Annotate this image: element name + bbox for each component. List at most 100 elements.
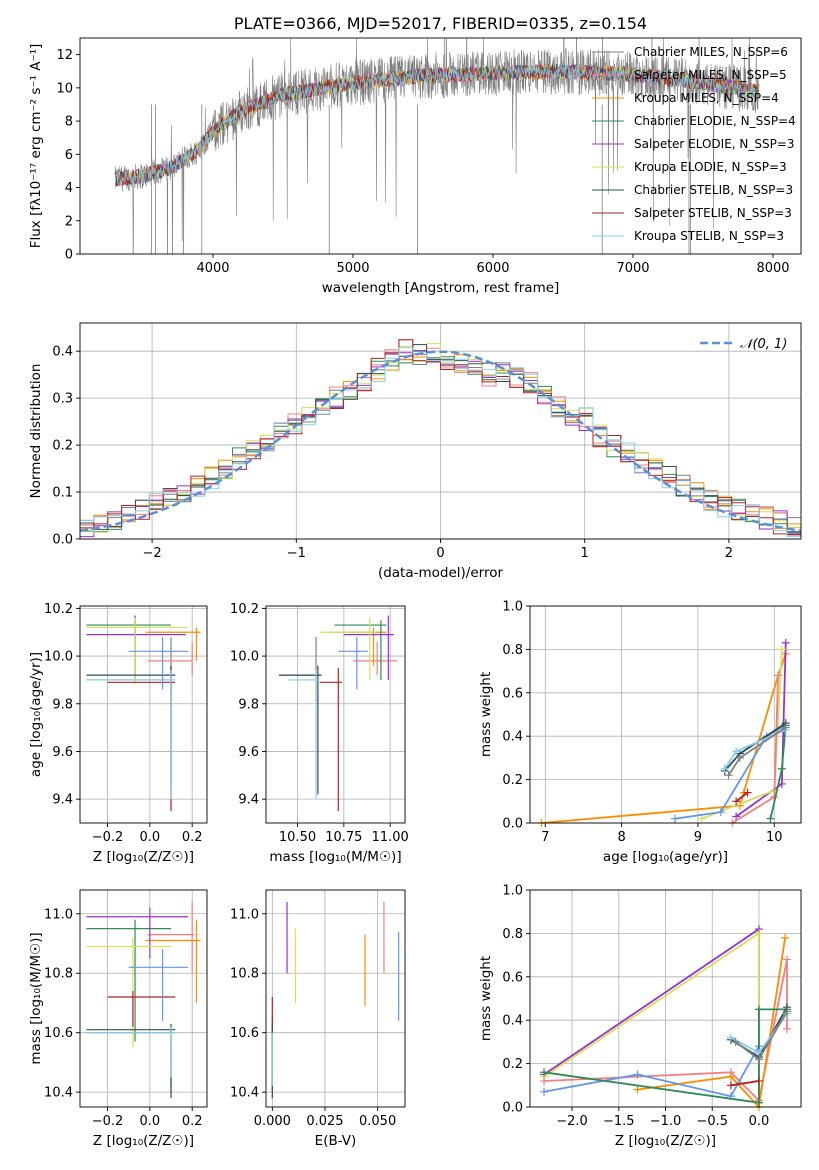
y-axis-label: mass weight <box>478 956 494 1041</box>
x-tick-label: 0 <box>436 546 444 561</box>
y-tick-label: 10.8 <box>44 967 73 982</box>
mass-weight-point <box>720 764 729 773</box>
x-tick-label: −0.2 <box>92 830 124 845</box>
y-tick-label: 9.8 <box>52 697 73 712</box>
x-tick-label: 10.75 <box>325 830 362 845</box>
x-tick-label: 0.2 <box>182 1114 203 1129</box>
spectrum-lines <box>114 38 760 254</box>
mass-weight-point <box>716 808 725 817</box>
y-tick-label: 0.3 <box>52 392 73 407</box>
legend-entry: Kroupa MILES, N_SSP=4 <box>634 91 779 105</box>
y-tick-label: 9.8 <box>238 697 259 712</box>
mass-weight-point <box>697 814 706 823</box>
y-tick-label: 2 <box>65 214 73 229</box>
x-tick-label: 0.0 <box>140 830 161 845</box>
y-tick-label: 11.0 <box>230 907 259 922</box>
x-tick-label: 4000 <box>196 261 229 276</box>
mass-weight-point <box>754 1098 763 1107</box>
y-tick-label: 1.0 <box>502 600 523 615</box>
mass-weight-point <box>735 753 744 762</box>
plot-frame <box>79 322 802 540</box>
x-tick-label: 7 <box>541 830 549 845</box>
mass-weight-point <box>726 1033 735 1042</box>
y-tick-label: 10.6 <box>44 1026 73 1041</box>
x-axis-label: E(B-V) <box>315 1133 357 1149</box>
x-tick-label: 0.2 <box>182 830 203 845</box>
y-tick-label: 11.0 <box>44 907 73 922</box>
y-tick-label: 0.6 <box>502 970 523 985</box>
x-tick-label: −1.0 <box>650 1114 682 1129</box>
y-tick-label: 10.4 <box>44 1086 73 1101</box>
mass-weight-line <box>730 1080 760 1087</box>
y-tick-label: 10 <box>56 81 73 96</box>
plot-frame <box>529 605 802 824</box>
x-axis-label: age [log₁₀(age/yr)] <box>603 849 728 865</box>
x-tick-label: 11.00 <box>372 830 409 845</box>
plot-frame <box>265 605 406 824</box>
x-tick-label: −0.5 <box>696 1114 728 1129</box>
mass-weight-point <box>782 1007 791 1016</box>
mass-weight-point <box>781 723 790 732</box>
x-axis-label: Z [log₁₀(Z/Z☉)] <box>615 1133 716 1149</box>
y-axis-label: mass [log₁₀(M/M☉)] <box>28 932 44 1064</box>
legend-entry: Kroupa STELIB, N_SSP=3 <box>634 229 784 243</box>
x-tick-label: 0.0 <box>749 1114 770 1129</box>
x-tick-label: 10.50 <box>279 830 316 845</box>
mass-weight-line <box>735 791 749 803</box>
plot-frame <box>529 889 802 1108</box>
mass-weight-point <box>754 929 763 938</box>
mass-weight-point <box>777 645 786 654</box>
x-tick-label: 0.025 <box>306 1114 343 1129</box>
mass-weight-point <box>633 1070 642 1079</box>
x-tick-label: 0.000 <box>254 1114 291 1129</box>
y-tick-label: 0.2 <box>52 439 73 454</box>
mass-weight-point <box>782 955 791 964</box>
mass-weight-point <box>732 747 741 756</box>
y-tick-label: 0.4 <box>502 1014 523 1029</box>
y-tick-label: 0.0 <box>52 533 73 548</box>
mass-weight-point <box>540 1068 549 1077</box>
x-tick-label: 10 <box>766 830 783 845</box>
plot-frame <box>265 889 406 1108</box>
mass-weight-point <box>633 1085 642 1094</box>
x-tick-label: −2.0 <box>556 1114 588 1129</box>
y-tick-label: 9.6 <box>238 745 259 760</box>
x-axis-label: Z [log₁₀(Z/Z☉)] <box>93 849 194 865</box>
mass-weight-point <box>726 1072 735 1081</box>
plot-frame <box>79 889 208 1108</box>
mass-weight-point <box>732 797 741 806</box>
y-tick-label: 0.8 <box>502 643 523 658</box>
y-tick-label: 0.0 <box>502 817 523 832</box>
mass-weight-point <box>777 764 786 773</box>
mass-weight-point <box>724 771 733 780</box>
mass-weight-point <box>754 1076 763 1085</box>
x-tick-label: −0.2 <box>92 1114 124 1129</box>
x-tick-label: 0.050 <box>359 1114 396 1129</box>
mass-weight-point <box>671 814 680 823</box>
x-axis-label: (data-model)/error <box>378 565 504 581</box>
normal-distribution-curve <box>79 350 802 533</box>
x-tick-label: 7000 <box>616 261 649 276</box>
x-tick-label: 2 <box>725 546 733 561</box>
mass-weight-point <box>731 1037 740 1046</box>
x-tick-label: 0.0 <box>140 1114 161 1129</box>
y-tick-label: 0.4 <box>502 730 523 745</box>
y-tick-label: 6 <box>65 148 73 163</box>
y-tick-label: 9.6 <box>52 745 73 760</box>
y-tick-label: 0.0 <box>502 1101 523 1116</box>
mass-weight-point <box>732 812 741 821</box>
y-tick-label: 0.4 <box>52 345 73 360</box>
mass-weight-point <box>781 933 790 942</box>
x-tick-label: 8000 <box>756 261 789 276</box>
legend-entry: Salpeter STELIB, N_SSP=3 <box>634 206 792 220</box>
legend-entry: Salpeter MILES, N_SSP=5 <box>634 68 787 82</box>
y-tick-label: 9.4 <box>52 793 73 808</box>
y-tick-label: 10.4 <box>230 1086 259 1101</box>
y-axis-label: Flux [fλ10⁻¹⁷ erg cm⁻² s⁻¹ A⁻¹] <box>28 44 44 249</box>
x-tick-label: 8 <box>617 830 625 845</box>
mass-weight-line <box>637 937 786 1109</box>
mass-weight-line <box>541 653 787 824</box>
y-tick-label: 0.8 <box>502 927 523 942</box>
mass-weight-point <box>754 1055 763 1064</box>
